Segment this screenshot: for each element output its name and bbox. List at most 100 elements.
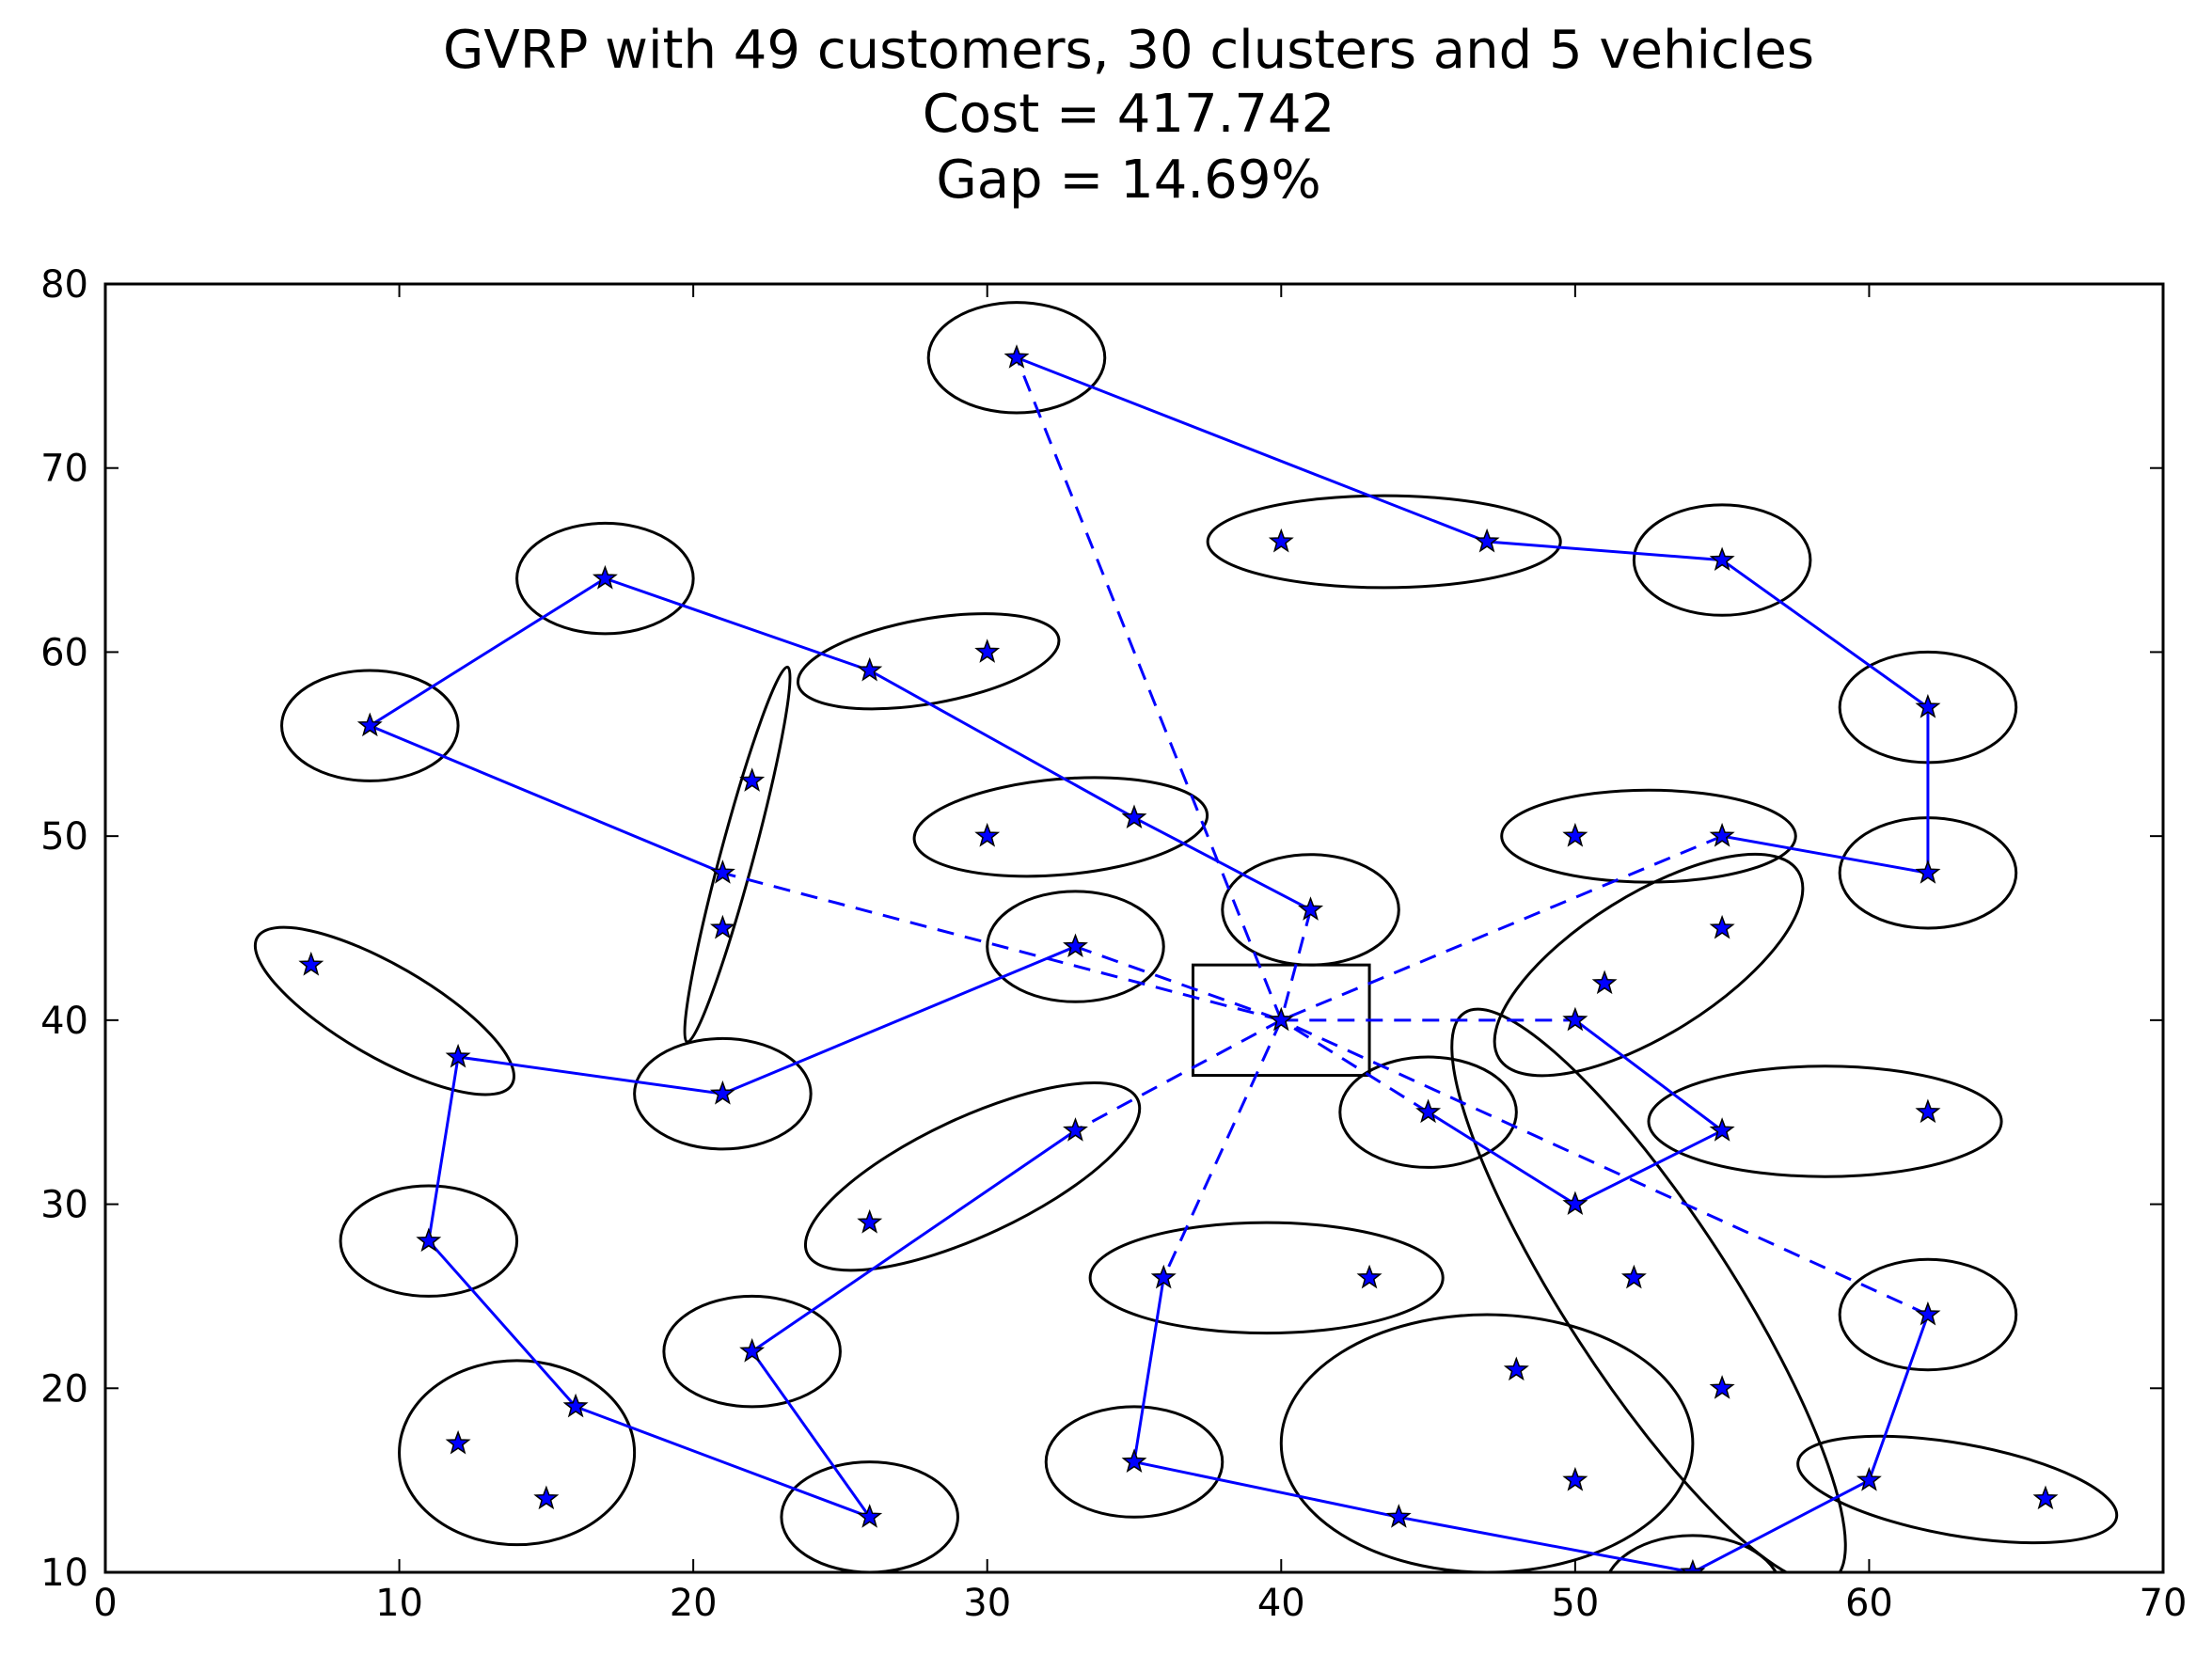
customer-marker (1709, 822, 1735, 847)
cluster-ellipse (1206, 494, 1562, 590)
y-tick-label: 20 (40, 1367, 88, 1411)
customer-marker (739, 767, 766, 792)
route-return-leg (1279, 909, 1312, 1021)
y-tick-label: 60 (40, 631, 88, 674)
customer-marker (1003, 344, 1030, 369)
customer-marker (1709, 914, 1735, 939)
route-depot-leg (1161, 1019, 1283, 1279)
cluster-ellipse (253, 925, 515, 1096)
cluster-ellipse (1044, 1405, 1224, 1519)
chart-title-line-1: GVRP with 49 customers, 30 clusters and … (443, 20, 1814, 81)
x-tick-label: 30 (963, 1582, 1011, 1625)
cluster-ellipse (515, 521, 695, 636)
route-path (427, 945, 1077, 1521)
customer-marker (445, 1043, 471, 1068)
customer-marker (1856, 1466, 1882, 1491)
customer-marker (1415, 1098, 1442, 1124)
cluster-ellipse (1088, 1221, 1445, 1335)
cluster-ellipse (1279, 1313, 1695, 1572)
plot-inner (253, 301, 2119, 1572)
cluster-ellipse (986, 890, 1165, 1003)
customer-marker (2032, 1485, 2059, 1510)
x-tick-label: 0 (93, 1582, 117, 1625)
x-tick-label: 50 (1551, 1582, 1599, 1625)
customer-marker (709, 1080, 735, 1105)
cluster-ellipse (633, 1036, 813, 1151)
cluster-ellipse (1338, 1055, 1518, 1169)
cluster-ellipse (1607, 1534, 1778, 1572)
y-tick-label: 10 (40, 1552, 88, 1595)
customer-marker (1503, 1356, 1529, 1381)
customer-marker (857, 656, 883, 682)
customer-marker (1915, 860, 1941, 884)
customer-marker (1063, 933, 1088, 958)
cluster-ellipse (1450, 1007, 1847, 1572)
customer-marker (1562, 1191, 1588, 1216)
route-path (1132, 1277, 1930, 1572)
route-return-leg (1280, 1018, 1430, 1113)
customer-marker (857, 1504, 883, 1528)
customer-marker (1121, 1448, 1147, 1474)
customer-marker (974, 822, 1001, 847)
cluster-ellipse (662, 1294, 842, 1409)
x-tick-label: 10 (375, 1582, 423, 1625)
customer-marker (416, 1227, 442, 1253)
customer-marker (1562, 1466, 1588, 1491)
customer-marker (1298, 896, 1324, 921)
customer-marker (1709, 1117, 1735, 1142)
plot-frame (103, 282, 2165, 1574)
customer-marker (1709, 546, 1735, 572)
route-depot-leg (1074, 1018, 1282, 1132)
customer-marker (857, 1208, 883, 1234)
cluster-ellipse (1500, 788, 1797, 884)
customer-marker (1591, 970, 1618, 995)
customer-marker (298, 951, 324, 976)
customer-marker (1680, 1558, 1706, 1572)
chart-title-line-3: Gap = 14.69% (936, 150, 1320, 211)
customer-marker (1620, 1264, 1647, 1289)
customer-marker (1385, 1504, 1412, 1528)
cluster-ellipse (1796, 1434, 2119, 1545)
y-tick-label: 30 (40, 1184, 88, 1227)
x-tick-label: 70 (2140, 1582, 2188, 1625)
customer-marker (1474, 528, 1500, 553)
customer-marker (1915, 1098, 1941, 1124)
customer-marker (739, 1337, 766, 1363)
depot-marker (1268, 1006, 1294, 1032)
cluster-ellipse (780, 1460, 959, 1572)
route-depot-leg (1015, 356, 1283, 1021)
route-path (1016, 355, 1930, 875)
y-tick-label: 40 (40, 1000, 88, 1043)
cluster-ellipse (796, 612, 1061, 711)
customer-marker (709, 914, 735, 939)
cluster-ellipse (1493, 852, 1805, 1078)
customer-marker (445, 1429, 471, 1455)
route-return-leg (1280, 834, 1723, 1022)
customer-marker (1915, 693, 1941, 718)
cluster-ellipse (803, 1081, 1142, 1272)
customer-marker (356, 712, 383, 737)
customer-marker (1063, 1117, 1088, 1142)
customer-marker (974, 639, 1001, 663)
route-depot-leg (722, 871, 1282, 1022)
route-path (1427, 1018, 1725, 1207)
customer-marker (1121, 804, 1147, 829)
chart-title-line-2: Cost = 417.742 (923, 84, 1335, 145)
cluster-ellipse (280, 669, 460, 782)
route-path (367, 576, 1312, 911)
y-tick-label: 70 (40, 448, 88, 491)
customer-marker (1150, 1264, 1177, 1289)
cluster-ellipse (339, 1184, 519, 1298)
y-tick-label: 80 (40, 263, 88, 307)
cluster-ellipse (1838, 1257, 2018, 1372)
customer-marker (533, 1485, 560, 1510)
customer-marker (1268, 528, 1294, 553)
route-return-leg (1074, 945, 1282, 1022)
cluster-ellipse (926, 301, 1107, 415)
customer-marker (709, 860, 735, 884)
customer-marker (1562, 822, 1588, 847)
customer-marker (562, 1393, 589, 1418)
